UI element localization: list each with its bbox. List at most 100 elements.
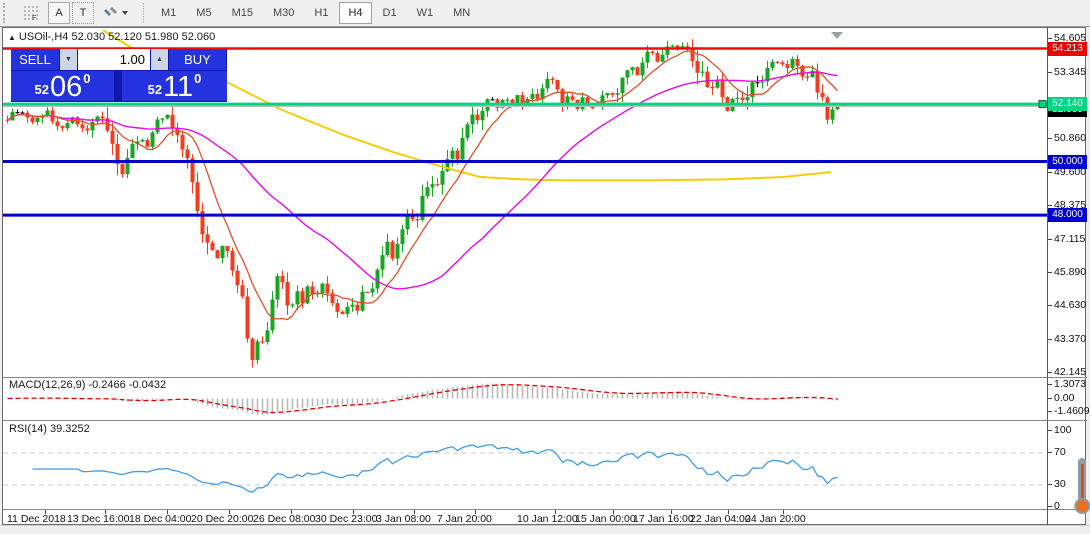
volume-increase-button[interactable]: ▲ [151, 49, 168, 70]
macd-axis-tick [1048, 397, 1052, 399]
scroll-to-end-marker[interactable] [831, 32, 843, 39]
macd-axis-tick [1048, 411, 1052, 412]
svg-text:F: F [32, 15, 36, 21]
price-axis-tick [1048, 372, 1052, 373]
price-line-badge: 48.000 [1048, 208, 1087, 222]
time-axis-tick [475, 510, 476, 514]
time-axis-label: 10 Jan 12:00 [517, 513, 578, 525]
price-line-badge: 52.140 [1048, 96, 1087, 111]
chart-canvas[interactable] [3, 28, 1087, 526]
font-tool-icon[interactable]: A [48, 2, 70, 24]
time-axis-tick [555, 510, 556, 514]
time-axis-label: 11 Dec 2018 [7, 513, 66, 525]
time-axis-tick [728, 510, 729, 514]
price-tick-label: 53.345 [1054, 65, 1087, 78]
sell-price-pips: 06 [49, 71, 83, 103]
price-tick-label: 44.630 [1054, 299, 1087, 312]
price-line-badge: 50.000 [1048, 154, 1087, 169]
volume-decrease-button[interactable]: ▼ [60, 49, 77, 70]
price-axis-tick [1048, 205, 1052, 206]
tf-button-h4[interactable]: H4 [339, 2, 372, 24]
time-axis-label: 15 Jan 00:00 [575, 513, 636, 525]
candles-layer [5, 39, 840, 368]
tf-button-w1[interactable]: W1 [416, 7, 434, 19]
price-axis-tick [1048, 339, 1052, 341]
time-axis-label: 18 Dec 04:00 [129, 513, 192, 525]
time-axis-label: 26 Dec 08:00 [253, 513, 316, 525]
rsi-axis-tick [1048, 506, 1052, 507]
rsi-axis-label: 0 [1054, 500, 1060, 512]
macd-panel [7, 383, 839, 415]
price-line-badge: 54.213 [1048, 41, 1087, 56]
rsi-axis-tick [1048, 430, 1052, 431]
rsi-axis-tick [1048, 484, 1052, 485]
price-tick-label: 47.115 [1054, 232, 1086, 245]
time-axis-tick [414, 510, 415, 514]
tf-button-m30[interactable]: M30 [272, 7, 295, 19]
price-tick-label: 45.890 [1054, 265, 1087, 278]
macd-axis-tick [1048, 384, 1052, 385]
price-axis-tick [1048, 271, 1052, 273]
time-axis-label: 7 Jan 20:00 [437, 513, 492, 525]
volume-input[interactable]: 1.00 [78, 49, 150, 70]
status-bar [0, 525, 1090, 534]
buy-price-point: 0 [194, 71, 202, 86]
sell-button[interactable]: SELL [11, 49, 59, 70]
mid-ma-line [7, 71, 838, 290]
sell-price-point: 0 [83, 71, 91, 86]
time-axis-label: 30 Dec 23:00 [315, 513, 378, 525]
time-axis-tick [353, 510, 354, 514]
macd-signal-line [7, 384, 838, 414]
time-axis-label: 13 Dec 16:00 [67, 513, 130, 525]
sell-price-whole: 52 [34, 82, 49, 97]
macd-indicator-label: MACD(12,26,9) -0.2466 -0.0432 [9, 379, 167, 391]
collapse-triangle-icon[interactable]: ▲ [8, 33, 16, 42]
price-tick-label: 42.145 [1054, 366, 1087, 378]
price-tick-label: 54.605 [1054, 32, 1087, 44]
time-axis-label: 20 Dec 20:00 [191, 513, 254, 525]
thermometer-icon [1074, 458, 1090, 514]
tf-button-d1[interactable]: D1 [382, 7, 397, 19]
tf-button-m5[interactable]: M5 [196, 7, 212, 19]
time-axis-tick [229, 510, 230, 514]
price-tick-label: 43.370 [1054, 333, 1087, 346]
price-axis-tick [1048, 38, 1052, 39]
price-axis-tick [1048, 305, 1052, 307]
price-axis-tick [1048, 238, 1052, 240]
rsi-axis-label: 100 [1054, 424, 1072, 436]
anchor-grid-icon[interactable]: F [16, 2, 46, 24]
time-axis-label: 17 Jan 16:00 [633, 513, 694, 525]
rsi-axis-label: 70 [1054, 446, 1066, 458]
time-axis-tick [613, 510, 614, 514]
price-tick-label: 50.860 [1054, 132, 1087, 145]
price-axis-tick [1048, 138, 1052, 140]
text-label-tool-icon[interactable]: T [72, 2, 94, 24]
rsi-axis-tick [1048, 452, 1052, 453]
objects-dropdown-icon[interactable] [96, 2, 136, 24]
time-axis-label: 3 Jan 08:00 [376, 513, 431, 525]
chart-title: ▲ USOil-,H4 52.030 52.120 51.980 52.060 [8, 31, 215, 43]
macd-axis-label: -1.4609 [1054, 405, 1090, 417]
buy-price-box[interactable]: 52 11 0 [122, 71, 227, 102]
time-axis-tick [167, 510, 168, 514]
price-axis-tick [1048, 172, 1052, 174]
time-axis-tick [671, 510, 672, 514]
fast-ma-line [7, 50, 838, 321]
sell-price-box[interactable]: 52 06 0 [11, 71, 114, 103]
line-handle-marker [1038, 100, 1047, 109]
tf-button-h1[interactable]: H1 [314, 7, 329, 19]
toolbar-drag-handle[interactable] [3, 3, 11, 23]
tf-button-mn[interactable]: MN [453, 7, 471, 19]
macd-axis-label: 0.00 [1054, 391, 1075, 404]
price-tick-label: 49.600 [1054, 166, 1087, 179]
macd-axis-label: 1.3073 [1054, 378, 1087, 390]
tf-button-m15[interactable]: M15 [231, 7, 253, 19]
buy-button[interactable]: BUY [169, 49, 226, 70]
time-axis-tick [45, 510, 46, 514]
rsi-line [32, 444, 838, 494]
price-panel [5, 29, 840, 368]
toolbar: F A T M1 M5 M15 M30 H1 H4 D1 W1 MN [0, 0, 1090, 27]
tf-button-m1[interactable]: M1 [161, 7, 177, 19]
rsi-axis-label: 30 [1054, 478, 1066, 490]
